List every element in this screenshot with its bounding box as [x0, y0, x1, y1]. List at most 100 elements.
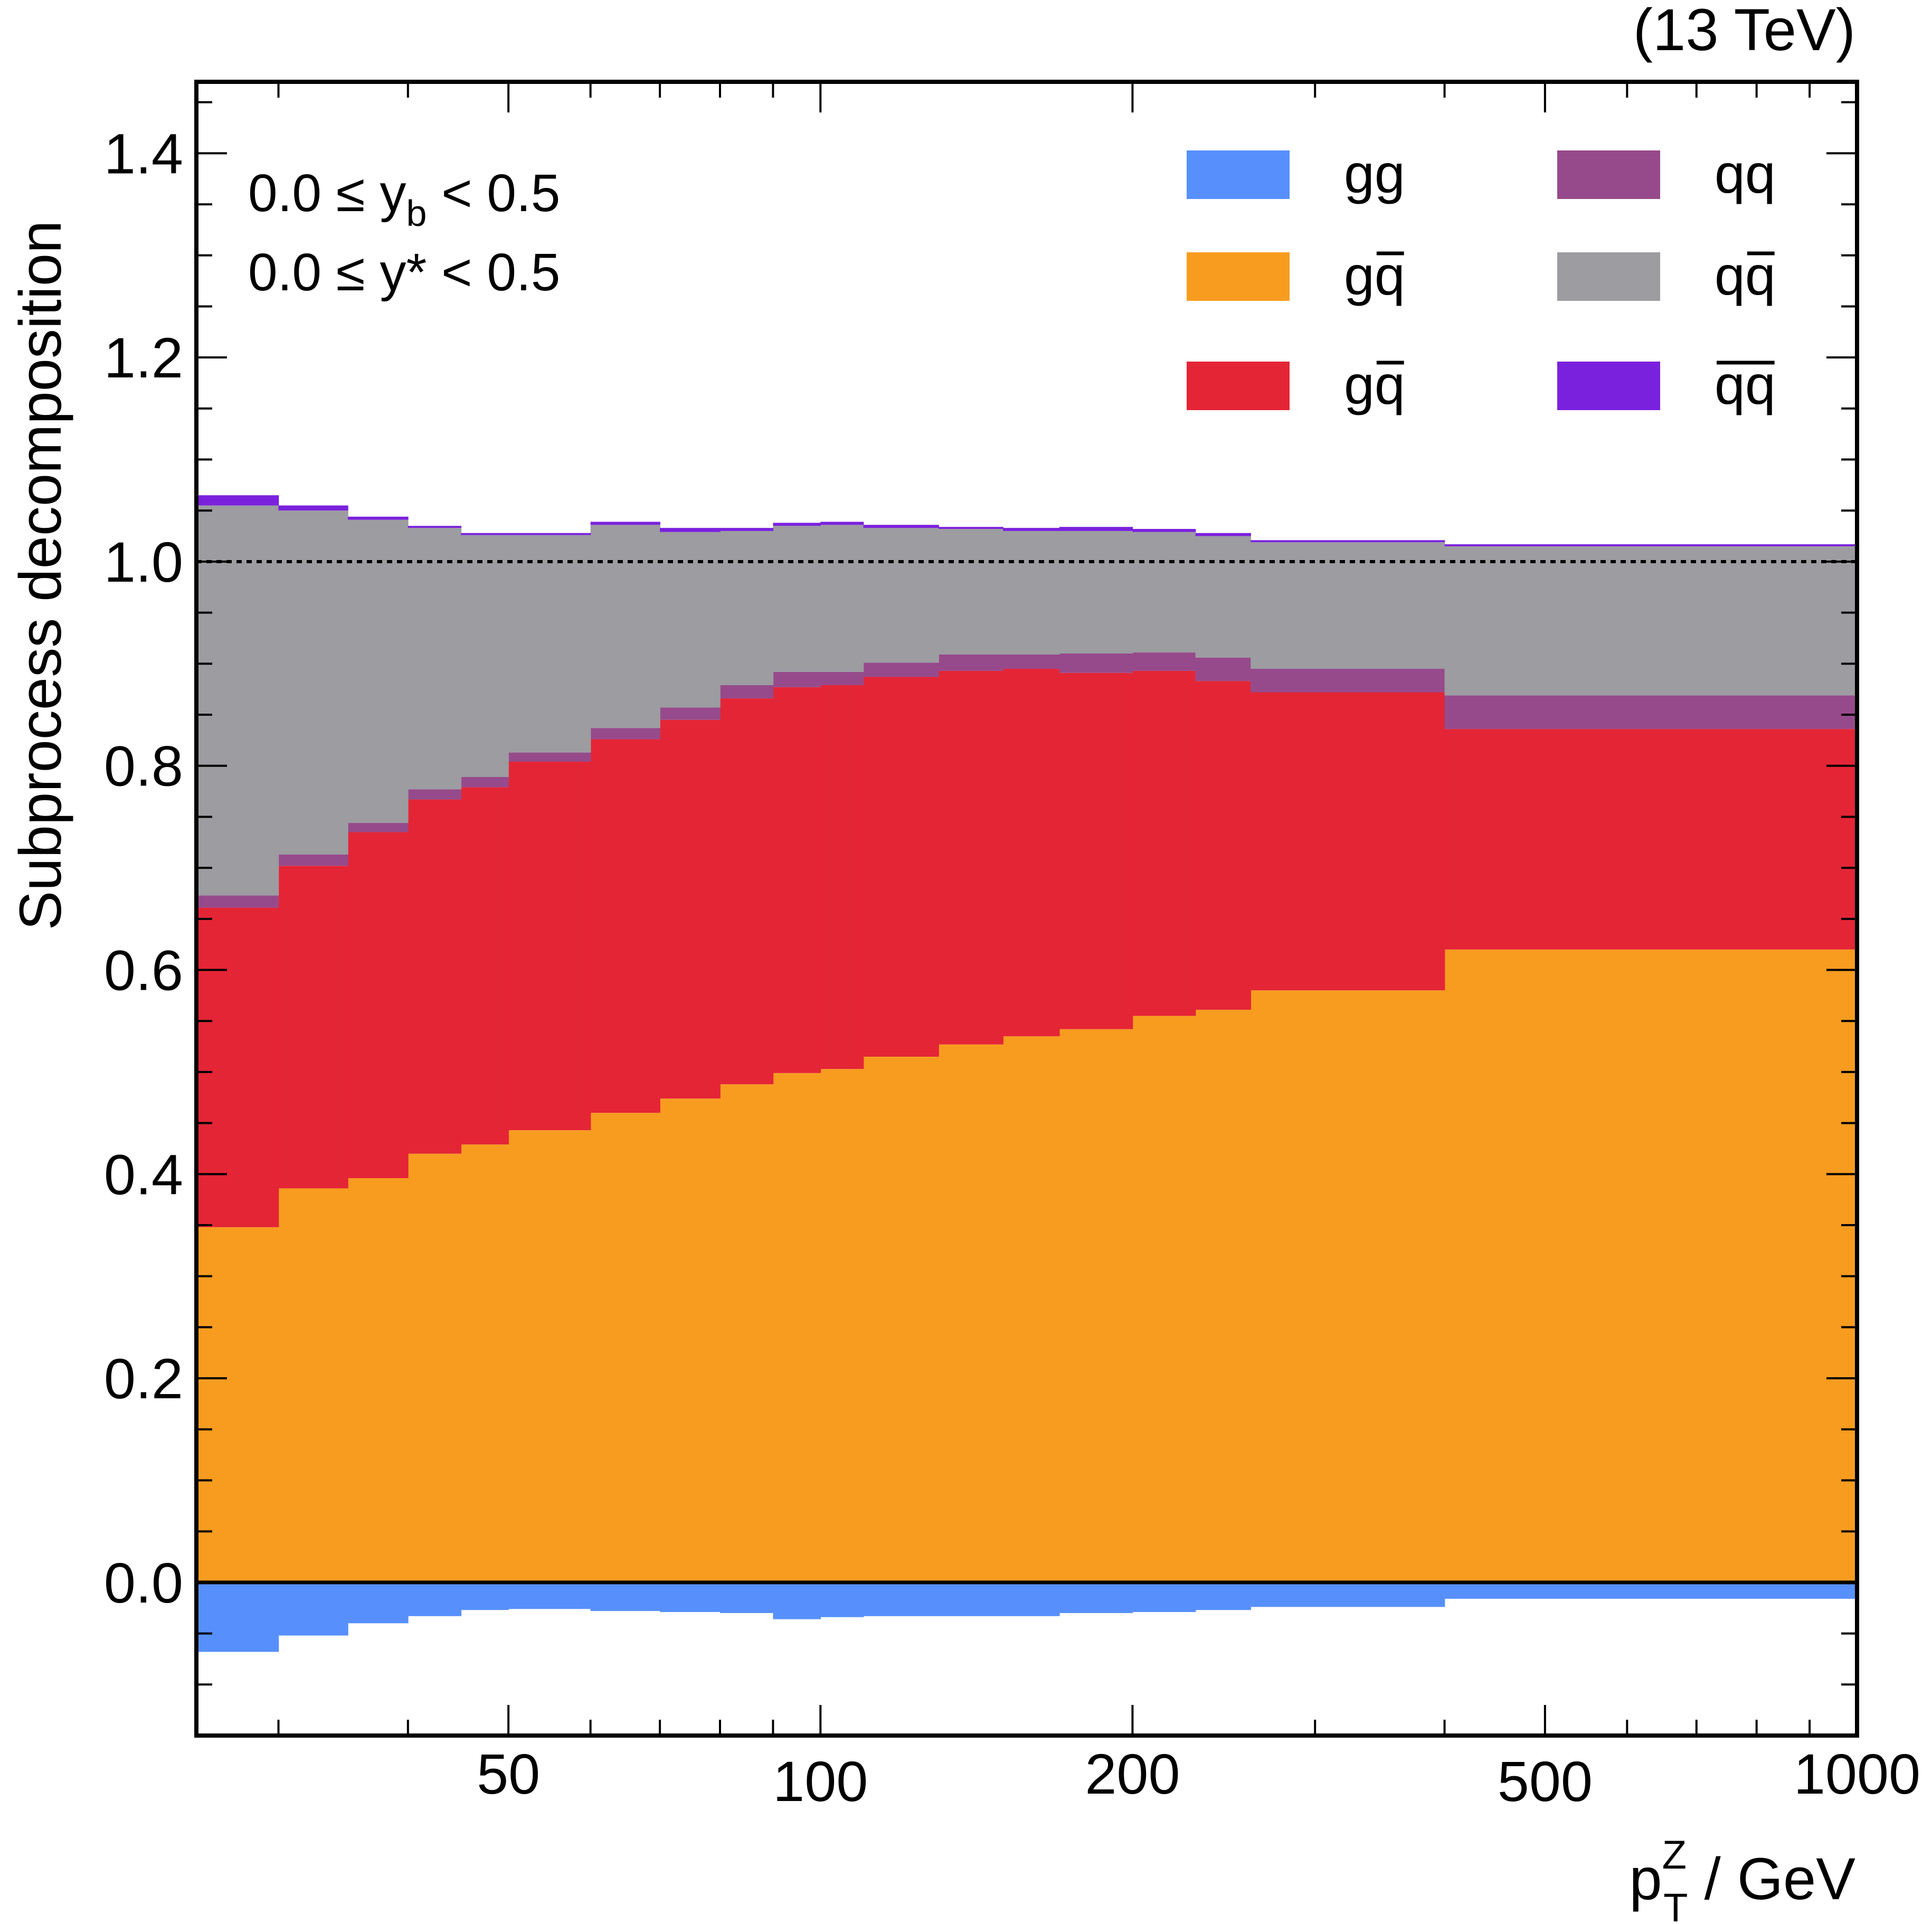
bar-qqbar-bin-18 — [1444, 546, 1858, 696]
bar-qq-bin-2 — [347, 823, 409, 832]
legend-swatch-qbarqbar — [1557, 362, 1660, 410]
bar-gq-bin-16 — [1195, 1009, 1251, 1582]
bar-qqbar-bin-11 — [863, 528, 939, 663]
bar-gqbar-bin-12 — [939, 670, 1003, 1045]
bar-qq-bin-9 — [773, 671, 821, 687]
bar-qbarqbar-bin-0 — [196, 495, 279, 506]
bar-gg-bin-6 — [590, 1582, 660, 1612]
x-tick-label: 500 — [1498, 1749, 1593, 1813]
bar-qq-bin-7 — [660, 707, 721, 720]
bar-qq-bin-11 — [863, 662, 939, 677]
legend-label-gq: gq — [1344, 245, 1405, 307]
bar-gg-bin-7 — [660, 1582, 721, 1612]
bar-gqbar-bin-9 — [773, 687, 821, 1073]
series-qq — [196, 652, 1858, 908]
bar-qq-bin-14 — [1059, 653, 1133, 673]
bar-gg-bin-16 — [1195, 1582, 1251, 1610]
energy-label: (13 TeV) — [1633, 0, 1855, 63]
bar-qq-bin-12 — [939, 654, 1003, 671]
bar-gq-bin-15 — [1132, 1016, 1196, 1582]
bar-qqbar-bin-12 — [939, 529, 1003, 655]
bar-gg-bin-4 — [461, 1582, 509, 1610]
bar-qq-bin-18 — [1444, 695, 1858, 729]
bar-qbarqbar-bin-15 — [1132, 529, 1196, 532]
legend-item-gq: gq — [1187, 245, 1405, 307]
bar-qqbar-bin-4 — [461, 535, 509, 778]
bar-qbarqbar-bin-5 — [508, 533, 591, 535]
bar-gg-bin-0 — [196, 1582, 279, 1652]
bar-gq-bin-1 — [278, 1188, 348, 1582]
legend: gg gq gq qq qq qq — [1187, 144, 1776, 416]
y-tick-label: 1.4 — [104, 121, 183, 185]
bar-qq-bin-10 — [820, 671, 864, 685]
series-gq — [196, 949, 1858, 1582]
series-gqbar — [196, 669, 1858, 1227]
bar-gqbar-bin-15 — [1132, 670, 1196, 1016]
bar-gqbar-bin-5 — [508, 762, 591, 1131]
bar-gqbar-bin-4 — [461, 787, 509, 1145]
bar-gg-bin-15 — [1132, 1582, 1196, 1612]
legend-item-qqbar: qq — [1557, 245, 1776, 307]
bar-gq-bin-2 — [347, 1178, 409, 1582]
bar-qbarqbar-bin-10 — [820, 522, 864, 525]
bar-qqbar-bin-3 — [408, 528, 462, 790]
bar-gq-bin-8 — [719, 1084, 774, 1582]
bar-gg-bin-8 — [719, 1582, 774, 1613]
bar-gg-bin-9 — [773, 1582, 821, 1619]
y-axis-title: Subprocess decomposition — [7, 221, 73, 931]
bar-gg-bin-5 — [508, 1582, 591, 1609]
bar-gqbar-bin-16 — [1195, 681, 1251, 1010]
bar-gqbar-bin-6 — [590, 739, 660, 1113]
y-tick-label: 0.4 — [104, 1142, 183, 1206]
bar-gg-bin-10 — [820, 1582, 864, 1617]
bar-gqbar-bin-14 — [1059, 672, 1133, 1029]
bar-qqbar-bin-9 — [773, 526, 821, 672]
bar-gqbar-bin-13 — [1003, 669, 1060, 1037]
legend-item-qbarqbar: qq — [1557, 355, 1776, 416]
bar-gq-bin-10 — [820, 1069, 864, 1582]
bar-qqbar-bin-5 — [508, 535, 591, 753]
y-tick-label: 0.8 — [104, 734, 183, 798]
rapidity-star-range: 0.0 ≤ y* < 0.5 — [248, 243, 560, 302]
bar-gg-bin-13 — [1003, 1582, 1060, 1616]
bar-gqbar-bin-10 — [820, 685, 864, 1069]
bar-gg-bin-11 — [863, 1582, 939, 1616]
bar-qqbar-bin-17 — [1251, 542, 1445, 669]
bar-gg-bin-2 — [347, 1582, 409, 1624]
bar-gq-bin-4 — [461, 1144, 509, 1582]
bar-qqbar-bin-16 — [1195, 536, 1251, 658]
bar-qbarqbar-bin-9 — [773, 523, 821, 526]
bar-gqbar-bin-0 — [196, 907, 279, 1227]
bar-qqbar-bin-7 — [660, 532, 721, 708]
bar-gqbar-bin-8 — [719, 698, 774, 1085]
legend-swatch-qq — [1557, 150, 1660, 199]
bar-gqbar-bin-11 — [863, 677, 939, 1057]
bar-gq-bin-9 — [773, 1073, 821, 1582]
series-qbarqbar — [196, 495, 1858, 546]
bar-qqbar-bin-0 — [196, 505, 279, 896]
legend-swatch-gg — [1187, 150, 1290, 199]
bar-gq-bin-6 — [590, 1113, 660, 1582]
bar-qbarqbar-bin-2 — [347, 516, 409, 520]
bar-qq-bin-0 — [196, 895, 279, 908]
bar-gq-bin-11 — [863, 1056, 939, 1582]
bar-qq-bin-1 — [278, 855, 348, 866]
legend-label-qbarqbar: qq — [1715, 355, 1776, 416]
bar-gqbar-bin-2 — [347, 832, 409, 1179]
bar-gg-bin-18 — [1444, 1582, 1858, 1599]
x-tick-label: 100 — [773, 1749, 868, 1813]
y-tick-label: 1.0 — [104, 530, 183, 594]
bar-gqbar-bin-17 — [1251, 692, 1445, 991]
x-tick-labels: 50 100 200 500 1000 — [477, 1742, 1920, 1813]
bar-qbarqbar-bin-14 — [1059, 527, 1133, 531]
bar-qbarqbar-bin-11 — [863, 525, 939, 528]
x-tick-label: 1000 — [1794, 1742, 1920, 1806]
bar-gq-bin-12 — [939, 1044, 1003, 1582]
bar-qq-bin-3 — [408, 789, 462, 800]
bar-qqbar-bin-1 — [278, 510, 348, 855]
legend-swatch-gqbar — [1187, 362, 1290, 410]
bar-gg-bin-1 — [278, 1582, 348, 1636]
bar-qq-bin-8 — [719, 685, 774, 699]
bar-qqbar-bin-6 — [590, 525, 660, 728]
